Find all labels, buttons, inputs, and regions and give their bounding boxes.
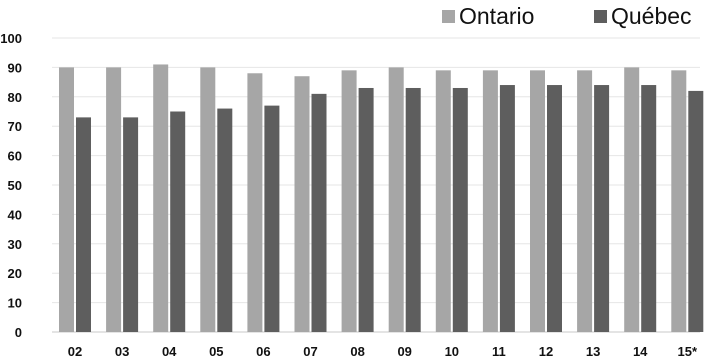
- bar-quebec: [311, 93, 327, 332]
- bar-quebec: [123, 117, 139, 332]
- y-tick-label: 0: [15, 325, 22, 340]
- bar-ontario: [624, 67, 640, 333]
- bar-quebec: [547, 85, 562, 332]
- y-tick-label: 90: [8, 60, 22, 75]
- y-tick-label: 40: [8, 207, 22, 222]
- legend-label: Ontario: [459, 3, 534, 29]
- x-tick-label: 02: [68, 344, 82, 359]
- legend-swatch: [442, 10, 455, 23]
- y-tick-label: 20: [8, 266, 22, 281]
- y-tick-label: 10: [8, 296, 22, 311]
- bar-ontario: [200, 67, 216, 333]
- bar-quebec: [358, 87, 374, 332]
- bar-ontario: [482, 70, 498, 332]
- x-tick-label: 14: [633, 344, 648, 359]
- bar-quebec: [76, 117, 91, 332]
- x-tick-label: 10: [445, 344, 459, 359]
- bar-quebec: [170, 111, 186, 332]
- bar-quebec: [499, 85, 515, 332]
- x-tick-label: 08: [350, 344, 364, 359]
- bar-ontario: [247, 73, 263, 332]
- y-axis-ticks: 0 10 20 30 40 50 60 70 80 90 100: [0, 31, 22, 340]
- bar-quebec: [688, 90, 704, 332]
- legend-swatch: [594, 10, 607, 23]
- bar-quebec: [217, 108, 233, 332]
- bar-ontario: [341, 70, 357, 332]
- bar-ontario: [294, 76, 310, 332]
- legend: Ontario Québec: [442, 3, 692, 29]
- bar-quebec: [405, 87, 421, 332]
- x-tick-label: 06: [256, 344, 270, 359]
- x-axis-ticks: 02 03 04 05 06 07 08 09 10 11 12 13 14 15*: [68, 344, 698, 359]
- bar-quebec: [641, 85, 657, 332]
- y-tick-label: 100: [0, 31, 22, 46]
- bar-ontario: [530, 70, 545, 332]
- y-tick-label: 50: [8, 178, 22, 193]
- bar-ontario: [435, 70, 451, 332]
- y-tick-label: 30: [8, 237, 22, 252]
- bar-ontario: [153, 64, 169, 333]
- bar-ontario: [388, 67, 404, 333]
- bar-ontario: [577, 70, 593, 332]
- x-tick-label: 12: [539, 344, 553, 359]
- bar-ontario: [106, 67, 122, 333]
- x-tick-label: 03: [115, 344, 129, 359]
- x-tick-label: 13: [586, 344, 600, 359]
- x-tick-label: 05: [209, 344, 223, 359]
- y-tick-label: 60: [8, 149, 22, 164]
- x-tick-label: 07: [303, 344, 317, 359]
- y-tick-label: 70: [8, 119, 22, 134]
- bar-ontario: [59, 67, 74, 333]
- y-tick-label: 80: [8, 90, 22, 105]
- x-tick-label: 11: [492, 344, 506, 359]
- x-tick-label: 09: [397, 344, 411, 359]
- bar-quebec: [452, 87, 468, 332]
- x-tick-label: 15*: [678, 344, 698, 359]
- bar-quebec: [594, 85, 610, 332]
- legend-label: Québec: [611, 3, 692, 29]
- bar-ontario: [671, 70, 687, 332]
- bars: [59, 64, 704, 333]
- x-tick-label: 04: [162, 344, 177, 359]
- bar-quebec: [264, 105, 280, 333]
